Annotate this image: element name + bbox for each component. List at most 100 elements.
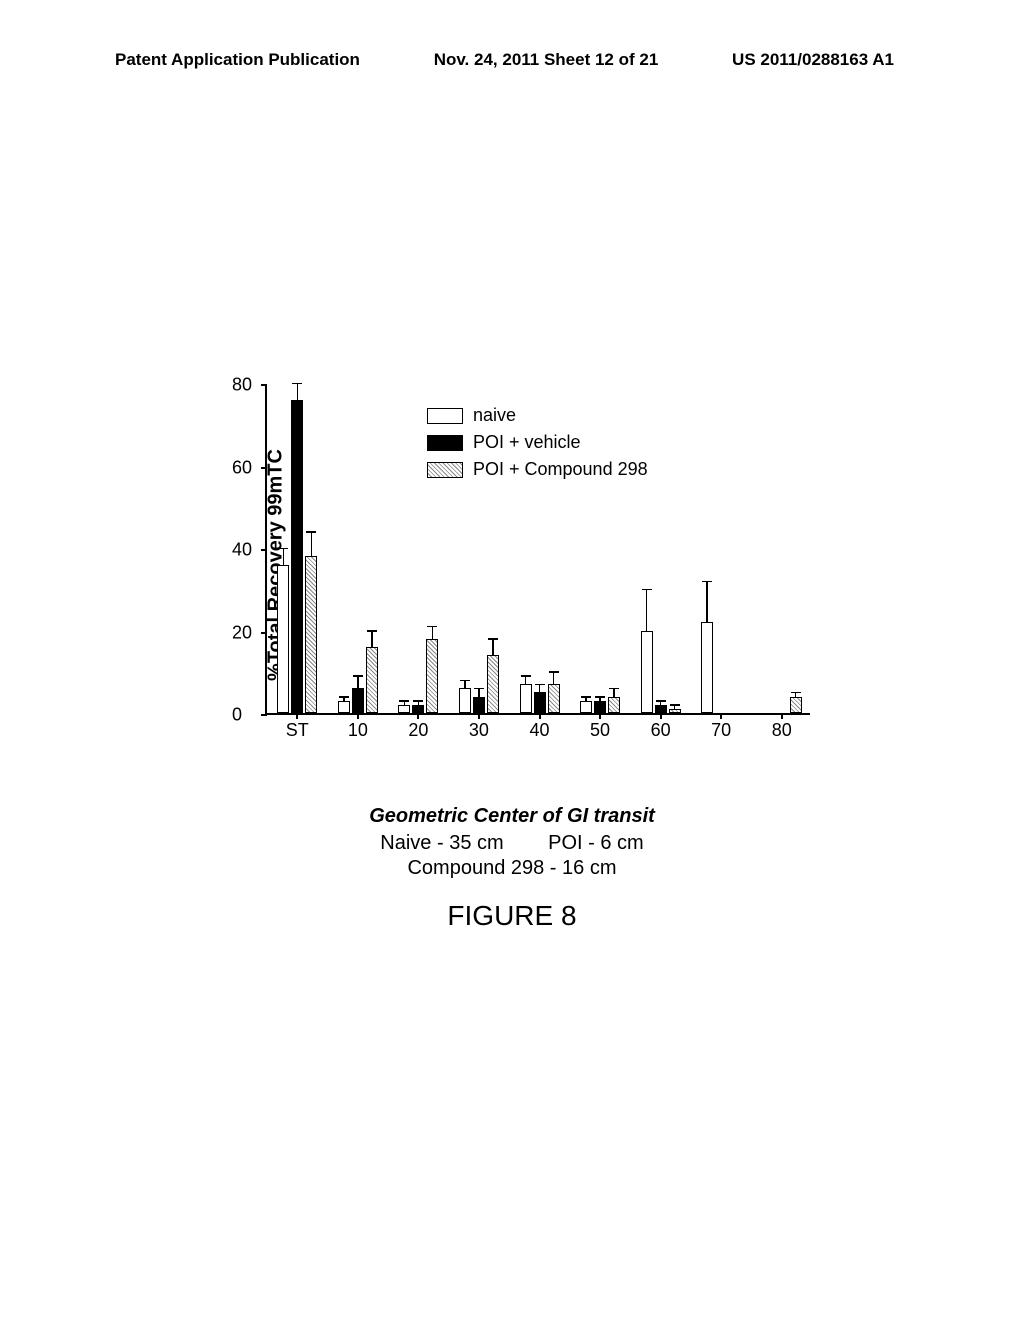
xtick-label: ST [286,720,309,741]
bar-poi-vehicle [412,705,424,713]
error-cap [549,671,559,673]
caption-row-2: Compound 298 - 16 cm [0,857,1024,880]
ytick-mark [261,549,267,551]
xtick-mark [599,713,601,719]
caption-title: Geometric Center of GI transit [0,805,1024,828]
legend-swatch-icon [427,435,463,451]
error-cap [460,680,470,682]
xtick-label: 30 [469,720,489,741]
xtick-mark [660,713,662,719]
caption-poi: POI - 6 cm [548,832,644,854]
bar-naive [520,684,532,713]
ytick-mark [261,467,267,469]
bar-poi-vehicle [352,688,364,713]
error-bar [478,688,480,696]
error-cap [413,700,423,702]
ytick-mark [261,714,267,716]
error-cap [367,630,377,632]
bar-poi-vehicle [655,705,667,713]
bar-naive [338,701,350,713]
ytick-label: 20 [232,622,252,643]
error-bar [525,676,527,684]
error-bar [553,672,555,684]
error-cap [535,684,545,686]
bar-naive [580,701,592,713]
xtick-label: 10 [348,720,368,741]
error-cap [488,638,498,640]
figure-label: FIGURE 8 [0,900,1024,932]
error-bar [706,581,708,622]
caption-row-1: Naive - 35 cm POI - 6 cm [0,832,1024,855]
error-bar [432,626,434,638]
xtick-label: 70 [711,720,731,741]
caption-naive: Naive - 35 cm [380,832,503,854]
ytick-label: 60 [232,457,252,478]
error-bar [492,639,494,656]
header-left: Patent Application Publication [115,50,360,70]
error-cap [427,626,437,628]
error-cap [339,696,349,698]
bar-poi-compound [608,697,620,714]
bar-poi-compound [548,684,560,713]
legend-label: naive [473,405,516,426]
bar-poi-vehicle [594,701,606,713]
error-bar [613,688,615,696]
legend-item-poi-compound: POI + Compound 298 [427,459,648,480]
xtick-mark [417,713,419,719]
error-cap [399,700,409,702]
xtick-label: 80 [772,720,792,741]
bar-naive [459,688,471,713]
ytick-label: 0 [232,705,242,726]
legend-swatch-icon [427,408,463,424]
error-cap [702,581,712,583]
legend: naive POI + vehicle POI + Compound 298 [427,405,648,486]
xtick-label: 40 [529,720,549,741]
xtick-mark [296,713,298,719]
bar-naive [398,705,410,713]
xtick-mark [539,713,541,719]
bar-chart: %Total Recovery 99mTC naive POI + vehicl… [200,375,820,755]
bar-poi-vehicle [534,692,546,713]
error-cap [306,531,316,533]
xtick-mark [720,713,722,719]
bar-poi-compound [305,556,317,713]
ytick-label: 40 [232,540,252,561]
legend-label: POI + Compound 298 [473,459,648,480]
legend-label: POI + vehicle [473,432,581,453]
error-cap [278,548,288,550]
error-cap [595,696,605,698]
error-bar [297,383,299,400]
error-bar [311,532,313,557]
xtick-label: 60 [651,720,671,741]
bar-poi-vehicle [291,400,303,714]
bar-poi-compound [366,647,378,713]
error-bar [539,684,541,692]
legend-swatch-icon [427,462,463,478]
page-header: Patent Application Publication Nov. 24, … [0,50,1024,70]
bar-poi-compound [790,697,802,714]
plot-area: naive POI + vehicle POI + Compound 298 0… [265,385,810,715]
error-bar [357,676,359,688]
error-bar [371,631,373,648]
error-cap [609,688,619,690]
error-cap [521,675,531,677]
bar-naive [641,631,653,714]
xtick-mark [478,713,480,719]
xtick-label: 50 [590,720,610,741]
error-cap [656,700,666,702]
ytick-label: 80 [232,375,252,396]
error-bar [283,548,285,565]
xtick-mark [781,713,783,719]
xtick-mark [357,713,359,719]
header-right: US 2011/0288163 A1 [732,50,894,70]
error-bar [464,680,466,688]
error-cap [353,675,363,677]
bar-poi-compound [669,709,681,713]
error-cap [581,696,591,698]
bar-naive [277,565,289,714]
bar-poi-compound [487,655,499,713]
legend-item-poi-vehicle: POI + vehicle [427,432,648,453]
ytick-mark [261,384,267,386]
chart-caption: Geometric Center of GI transit Naive - 3… [0,805,1024,882]
ytick-mark [261,632,267,634]
